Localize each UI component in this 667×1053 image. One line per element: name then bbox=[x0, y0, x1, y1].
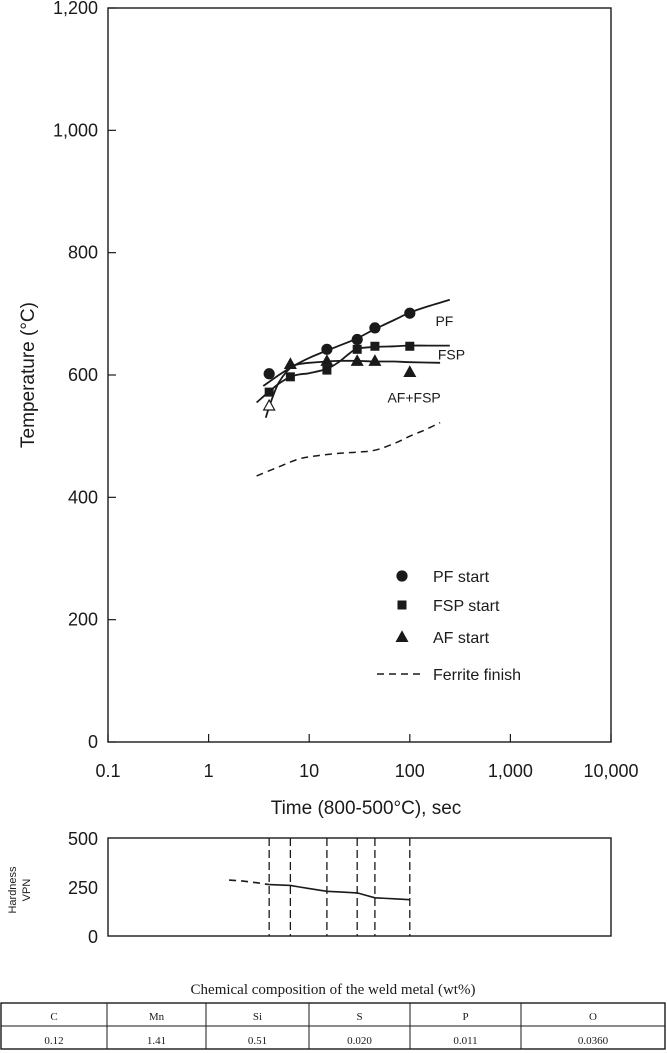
hardness-y-tick-label: 250 bbox=[68, 878, 98, 898]
y-tick-label: 1,000 bbox=[53, 120, 98, 140]
hardness-line-1 bbox=[229, 879, 270, 886]
main-plot-frame bbox=[107, 7, 612, 743]
table-header-cell: O bbox=[589, 1011, 597, 1023]
y-axis-label: Temperature (°C) bbox=[18, 302, 39, 448]
table-value-cell: 0.011 bbox=[453, 1035, 477, 1047]
composition-table-cells: C 0.12 Mn 1.41 Si 0.51 S 0.020 P 0.011 O 0.0360 bbox=[44, 1003, 609, 1049]
fsp-start-point bbox=[352, 344, 362, 354]
x-tick-label: 1 bbox=[204, 761, 214, 781]
y-tick-label: 400 bbox=[68, 487, 98, 507]
main-y-ticks: 0 200 400 600 800 1,000 1,200 bbox=[53, 0, 116, 752]
af-start-point bbox=[403, 365, 417, 377]
legend-label: FSP start bbox=[433, 598, 500, 615]
pf-start-point bbox=[321, 343, 333, 355]
y-tick-label: 0 bbox=[88, 732, 98, 752]
legend-square-marker bbox=[397, 600, 407, 610]
x-axis-label: Time (800-500°C), sec bbox=[271, 798, 462, 819]
legend-circle-marker bbox=[396, 570, 408, 582]
hardness-chart: 0 250 500 Hardness VPN bbox=[7, 829, 612, 947]
table-value-cell: 0.51 bbox=[248, 1035, 267, 1047]
region-label: PF bbox=[435, 313, 453, 329]
af-start-point bbox=[262, 398, 276, 411]
hardness-line-2 bbox=[269, 883, 410, 901]
table-value-cell: 0.020 bbox=[347, 1035, 372, 1047]
temperature-chart: 0.1 1 10 100 1,000 10,000 0 200 400 600 800 1,000 1… bbox=[18, 0, 639, 819]
ferrite-finish-line bbox=[256, 422, 441, 477]
table-header-cell: S bbox=[356, 1011, 362, 1023]
legend: PF start FSP start AF start Ferrite finish bbox=[377, 569, 521, 684]
transformation-curve-3 bbox=[264, 359, 441, 419]
region-label: AF+FSP bbox=[387, 390, 440, 406]
x-tick-label: 1,000 bbox=[488, 761, 533, 781]
table-header-cell: Si bbox=[253, 1011, 262, 1023]
hardness-y-label-line1: Hardness bbox=[7, 866, 19, 914]
main-series bbox=[256, 307, 441, 477]
hardness-reference-lines bbox=[268, 838, 411, 936]
fsp-start-point bbox=[264, 387, 274, 397]
x-tick-label: 10,000 bbox=[583, 761, 638, 781]
table-header-cell: Mn bbox=[149, 1011, 165, 1023]
pf-start-point bbox=[369, 322, 381, 334]
y-tick-label: 200 bbox=[68, 610, 98, 630]
y-tick-label: 800 bbox=[68, 243, 98, 263]
region-label: FSP bbox=[438, 347, 465, 363]
table-value-cell: 0.12 bbox=[44, 1035, 63, 1047]
table-header-cell: C bbox=[50, 1011, 57, 1023]
fsp-start-point bbox=[370, 341, 380, 351]
legend-label: AF start bbox=[433, 630, 490, 647]
legend-label: PF start bbox=[433, 569, 490, 586]
hardness-y-tick-label: 500 bbox=[68, 829, 98, 849]
table-header-cell: P bbox=[462, 1011, 468, 1023]
hardness-y-ticks: 0 250 500 bbox=[68, 829, 98, 947]
af-start-point bbox=[320, 354, 334, 366]
pf-start-point bbox=[263, 368, 275, 380]
hardness-series bbox=[229, 879, 410, 901]
composition-table: Chemical composition of the weld metal (… bbox=[0, 982, 666, 1050]
main-annotations: PF FSP AF+FSP bbox=[387, 313, 465, 405]
composition-table-title: Chemical composition of the weld metal (… bbox=[191, 982, 476, 998]
pf-start-point bbox=[351, 333, 363, 346]
x-tick-label: 100 bbox=[395, 761, 425, 781]
af-start-point bbox=[283, 357, 297, 369]
x-tick-label: 0.1 bbox=[95, 761, 120, 781]
legend-label: Ferrite finish bbox=[433, 667, 521, 684]
fsp-start-point bbox=[322, 365, 332, 375]
main-x-ticks: 0.1 1 10 100 1,000 10,000 bbox=[95, 734, 639, 781]
af-start-point bbox=[350, 354, 364, 366]
y-tick-label: 600 bbox=[68, 365, 98, 385]
y-tick-label: 1,200 bbox=[53, 0, 98, 18]
table-value-cell: 1.41 bbox=[147, 1035, 166, 1047]
fsp-start-point bbox=[405, 341, 415, 351]
hardness-y-tick-label: 0 bbox=[88, 927, 98, 947]
hardness-y-label-line2: VPN bbox=[21, 879, 33, 902]
af-start-point bbox=[368, 354, 382, 366]
x-tick-label: 10 bbox=[299, 761, 319, 781]
table-value-cell: 0.0360 bbox=[578, 1035, 609, 1047]
hardness-plot-frame bbox=[107, 837, 612, 937]
pf-start-point bbox=[404, 307, 416, 319]
fsp-start-point bbox=[285, 372, 295, 382]
legend-triangle-marker bbox=[395, 630, 409, 643]
